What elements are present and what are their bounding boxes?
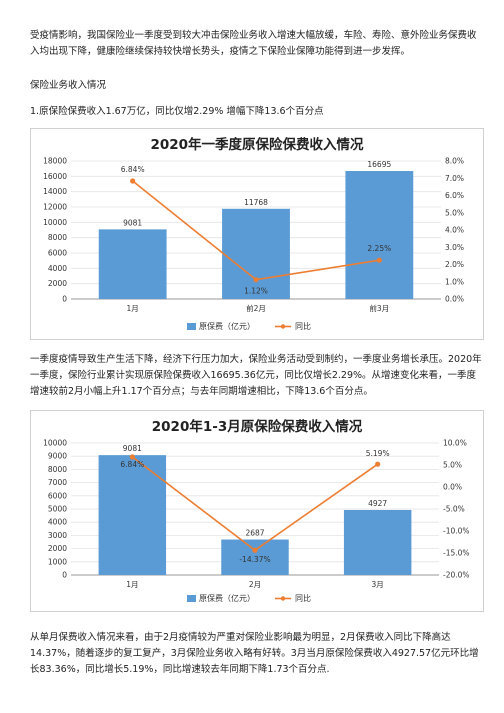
- x-tick-label: 前3月: [369, 303, 389, 313]
- bar: [98, 455, 167, 575]
- line-point: [375, 461, 381, 467]
- line-data-label: 6.84%: [120, 460, 144, 469]
- bar-data-label: 2687: [245, 529, 264, 538]
- line-point: [252, 547, 258, 553]
- y2-tick-label: 0.0%: [443, 483, 462, 492]
- bar: [98, 229, 167, 299]
- y-tick-label: 4000: [48, 518, 67, 527]
- line-data-label: 5.19%: [366, 449, 390, 458]
- section-title: 保险业务收入情况: [30, 80, 107, 91]
- bar-data-label: 9081: [123, 444, 142, 453]
- x-tick-label: 2月: [249, 580, 261, 589]
- legend-label-line: 同比: [295, 321, 311, 331]
- y-tick-label: 6000: [48, 491, 67, 500]
- bar-data-label: 4927: [368, 499, 387, 508]
- legend-label-bar: 原保费（亿元）: [199, 593, 255, 603]
- line-data-label: 6.84%: [121, 165, 145, 174]
- line-data-label: -14.37%: [239, 555, 270, 564]
- line-data-label: 1.12%: [244, 287, 268, 296]
- x-tick-label: 前2月: [246, 303, 266, 313]
- chart-title: 2020年一季度原保险保费收入情况: [150, 136, 364, 153]
- point-1-heading: 1.原保险保费收入1.67万亿，同比仅增2.29% 增幅下降13.6个百分点: [30, 106, 324, 117]
- legend-marker-line: [280, 596, 286, 601]
- bar: [221, 539, 289, 575]
- y2-tick-label: 1.0%: [445, 277, 464, 286]
- y-tick-label: 10000: [43, 218, 67, 227]
- y-tick-label: 0: [62, 295, 67, 304]
- y2-tick-label: -10.0%: [443, 527, 470, 536]
- legend-swatch-bar: [187, 595, 196, 602]
- chart-monthly-svg: 2020年1-3月原保险保费收入情况 0 1000 2000 3000 4000 5000 6…: [43, 418, 470, 603]
- y2-tick-label: 10.0%: [443, 439, 467, 448]
- y2-tick-label: 0.0%: [445, 295, 464, 304]
- y2-tick-label: 3.0%: [445, 243, 464, 252]
- y-tick-label: 2000: [48, 279, 67, 288]
- chart-monthly: 2020年1-3月原保险保费收入情况 0 1000 2000 3000 4000 5000 6…: [30, 410, 484, 612]
- line-point: [130, 178, 136, 184]
- y-tick-label: 4000: [48, 264, 67, 273]
- y2-tick-label: -20.0%: [443, 571, 470, 580]
- bar: [222, 208, 290, 299]
- line-point: [129, 454, 135, 460]
- legend-marker-line: [280, 324, 286, 329]
- legend-label-line: 同比: [295, 593, 311, 603]
- y2-tick-label: 2.0%: [445, 260, 464, 269]
- line-point: [376, 257, 382, 263]
- y2-tick-label: 7.0%: [445, 174, 464, 183]
- line-data-label: 2.25%: [367, 244, 391, 253]
- y-tick-label: 0: [62, 571, 67, 580]
- y2-tick-label: 5.0%: [445, 208, 464, 217]
- x-tick-label: 1月: [127, 304, 139, 313]
- y-tick-label: 8000: [48, 465, 67, 474]
- y2-tick-label: -5.0%: [443, 505, 465, 514]
- y2-tick-label: 4.0%: [445, 226, 464, 235]
- y-tick-label: 9000: [48, 452, 67, 461]
- bar: [343, 509, 412, 575]
- y-tick-label: 5000: [48, 505, 67, 514]
- y-tick-label: 14000: [43, 187, 67, 196]
- y-tick-label: 7000: [48, 478, 67, 487]
- y-tick-label: 16000: [43, 172, 67, 181]
- y2-tick-label: -15.0%: [443, 549, 470, 558]
- chart-q1-cumulative: 2020年一季度原保险保费收入情况 0 2000 4000 6000 8000 10000 1…: [30, 128, 484, 340]
- paragraph-2: 一季度疫情导致生产生活下降，经济下行压力加大，保险业务活动受到制约，一季度业务增…: [30, 354, 482, 397]
- bar-data-label: 9081: [123, 218, 142, 227]
- y2-tick-label: 6.0%: [445, 191, 464, 200]
- y2-tick-label: 8.0%: [445, 157, 464, 166]
- chart-q1-cumulative-svg: 2020年一季度原保险保费收入情况 0 2000 4000 6000 8000 10000 1…: [43, 136, 464, 331]
- chart-title: 2020年1-3月原保险保费收入情况: [152, 418, 363, 435]
- y-tick-label: 2000: [48, 544, 67, 553]
- x-tick-label: 3月: [372, 580, 384, 589]
- y-tick-label: 1000: [48, 557, 67, 566]
- y2-tick-label: 5.0%: [443, 461, 462, 470]
- legend-swatch-bar: [187, 323, 196, 330]
- y-tick-label: 10000: [43, 439, 67, 448]
- y-tick-label: 6000: [48, 249, 67, 258]
- legend-label-bar: 原保费（亿元）: [199, 321, 255, 331]
- intro-paragraph: 受疫情影响，我国保险业一季度受到较大冲击保险业务收入增速大幅放缓，车险、寿险、意…: [30, 30, 477, 57]
- paragraph-3: 从单月保费收入情况来看，由于2月疫情较为严重对保险业影响最为明显，2月保费收入同…: [30, 632, 479, 675]
- bar: [345, 171, 414, 299]
- y-tick-label: 12000: [43, 203, 67, 212]
- line-point: [253, 277, 259, 283]
- bar-data-label: 16695: [367, 160, 391, 169]
- bar-data-label: 11768: [244, 198, 268, 207]
- y-tick-label: 18000: [43, 157, 67, 166]
- y-tick-label: 3000: [48, 531, 67, 540]
- y-tick-label: 8000: [48, 233, 67, 242]
- x-tick-label: 1月: [126, 580, 138, 589]
